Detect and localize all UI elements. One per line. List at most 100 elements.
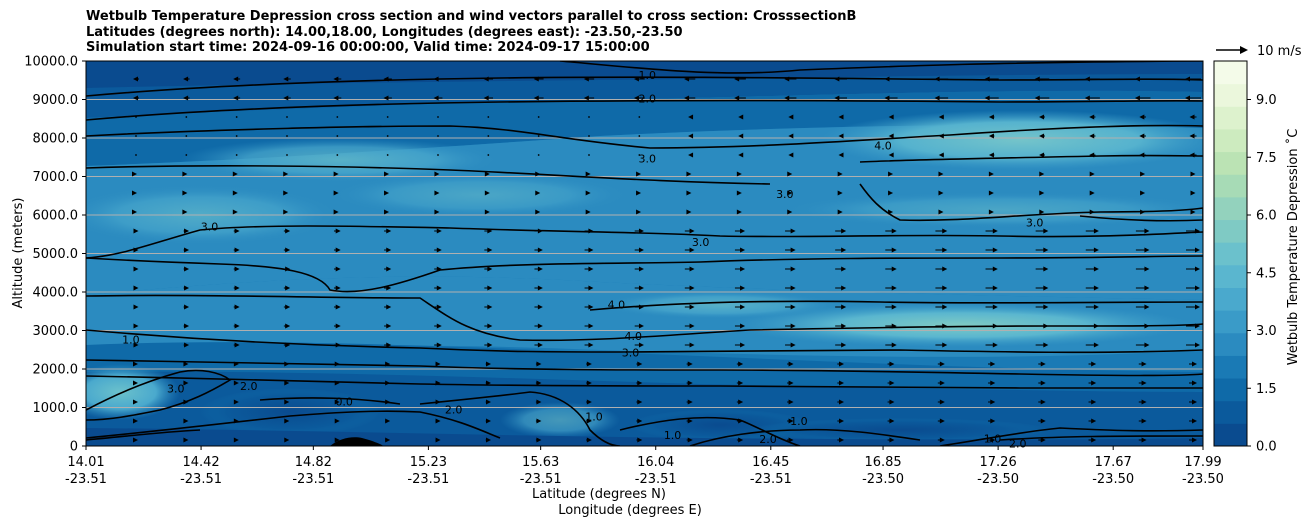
wind-vector-arrow [1088, 380, 1097, 386]
wind-vector-arrow [734, 228, 746, 234]
wind-vector-arrow [688, 152, 694, 158]
wind-vector-arrow [787, 190, 793, 196]
wind-vector-arrow [636, 190, 642, 196]
wind-vector-arrow [386, 116, 389, 118]
wind-vector-arrow [484, 247, 493, 253]
wind-vector-arrow [585, 190, 591, 196]
wind-vector-arrow [437, 116, 439, 118]
x-tick-label-lat: 16.85 [864, 455, 901, 470]
colorbar-band [1214, 83, 1247, 107]
wind-vector-arrow [487, 116, 490, 118]
wind-vector-arrow [636, 380, 643, 386]
contour-label: 3.0 [167, 382, 185, 395]
wind-vector-arrow [1189, 437, 1197, 443]
wind-vector-arrow [283, 285, 291, 291]
wind-vector-arrow [1185, 95, 1201, 101]
wind-vector-arrow [334, 437, 340, 443]
wind-vector-arrow [787, 209, 793, 215]
wind-vector-arrow [333, 323, 341, 329]
wind-vector-arrow [1140, 171, 1146, 177]
wind-vector-arrow [183, 76, 190, 82]
wind-vector-arrow [837, 380, 844, 386]
wind-vector-arrow [888, 152, 894, 158]
wind-vector-arrow [988, 209, 994, 215]
wind-vector-arrow [888, 190, 894, 196]
wind-vector-arrow [537, 116, 540, 118]
wind-vector-arrow [434, 304, 442, 310]
wind-vector-arrow [636, 171, 642, 177]
wind-vector-arrow [384, 190, 390, 196]
wind-vector-arrow [634, 266, 644, 272]
contour-label: 4.0 [608, 298, 626, 311]
wind-vector-arrow [633, 95, 645, 101]
wind-vector-arrow [885, 228, 897, 234]
wind-vector-arrow [1039, 114, 1045, 120]
wind-vector-arrow [233, 342, 240, 348]
wind-vector-arrow [738, 133, 744, 139]
wind-vector-arrow [133, 399, 138, 405]
x-tick-label-lat: 15.23 [410, 455, 447, 470]
wind-vector-arrow [1138, 437, 1147, 443]
wind-vector-arrow [1139, 133, 1146, 139]
colorbar-band [1214, 174, 1247, 198]
colorbar-band [1214, 423, 1247, 447]
wind-vector-arrow [384, 323, 392, 329]
wind-vector-arrow [686, 380, 693, 386]
wind-vector-arrow [784, 95, 797, 101]
colorbar-band [1214, 196, 1247, 221]
wind-vector-arrow [988, 171, 994, 177]
wind-vector-arrow [232, 190, 238, 196]
wind-vector-arrow [1186, 304, 1200, 310]
wind-vector-arrow [835, 228, 847, 234]
contour-label: 1.0 [790, 415, 808, 428]
y-tick-label: 7000.0 [33, 170, 79, 185]
contour-label: 3.0 [201, 221, 219, 234]
wind-vector-arrow [284, 380, 290, 386]
wind-vector-arrow [586, 399, 592, 405]
x-axis-ticks: 14.01 -23.51 14.42 -23.51 14.82 -23.51 15.23 -2… [65, 446, 1224, 487]
wind-vector-arrow [688, 114, 694, 120]
x-tick-label-lat: 17.26 [980, 455, 1017, 470]
wind-vector-arrow [588, 116, 590, 118]
wind-vector-arrow [935, 342, 948, 348]
wind-vector-arrow [636, 418, 643, 424]
wind-vector-arrow [183, 361, 189, 367]
wind-vector-arrow [183, 304, 190, 310]
wind-vector-arrow [384, 209, 390, 215]
wind-vector-arrow [736, 380, 744, 386]
wind-vector-arrow [935, 285, 948, 291]
wind-vector-arrow [684, 266, 695, 272]
wind-vector-arrow [1135, 304, 1150, 310]
wind-vector-arrow [1089, 133, 1096, 139]
wind-vector-arrow [1140, 190, 1146, 196]
wind-vector-arrow [988, 190, 994, 196]
y-tick-label: 3000.0 [33, 324, 79, 339]
wind-vector-arrow [284, 399, 290, 405]
wind-vector-arrow [985, 228, 998, 234]
wind-vector-arrow [1038, 380, 1046, 386]
wind-vector-arrow [634, 247, 644, 253]
wind-vector-arrow [1138, 380, 1147, 386]
contour-label: 1.0 [664, 429, 682, 442]
wind-vector-arrow [837, 171, 843, 177]
colorbar-band [1214, 287, 1247, 311]
wind-vector-arrow [584, 285, 594, 291]
wind-vector-arrow [485, 418, 491, 424]
x-tick-label-lat: 17.99 [1184, 455, 1221, 470]
wind-vector-arrow [837, 361, 844, 367]
wind-vector-arrow [132, 190, 137, 196]
wind-vector-arrow [183, 418, 189, 424]
wind-vector-arrow [684, 323, 695, 329]
wind-vector-arrow [684, 285, 695, 291]
wind-vector-arrow [534, 342, 543, 348]
wind-vector-arrow [183, 228, 190, 234]
wind-vector-arrow [336, 116, 339, 118]
wind-vector-arrow [133, 380, 138, 386]
wind-vector-arrow [1189, 114, 1197, 120]
x-tick-label-lat: 16.04 [637, 455, 674, 470]
contour-label: 1.0 [639, 69, 657, 82]
wind-vector-arrow [433, 95, 443, 101]
wind-vector-arrow [333, 171, 339, 177]
wind-vector-arrow [787, 380, 794, 386]
wind-vector-arrow [985, 266, 998, 272]
